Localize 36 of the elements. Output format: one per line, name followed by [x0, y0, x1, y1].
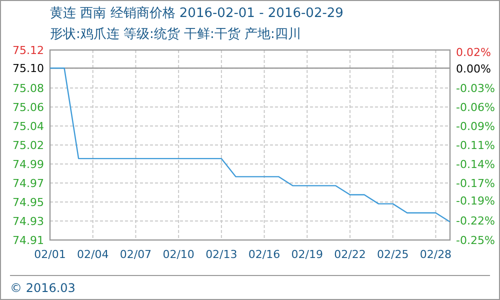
y-tick-label: 74.95 [12, 196, 44, 209]
x-tick-label: 02/28 [420, 248, 452, 261]
y2-tick-label: 0.02% [456, 46, 491, 60]
y-tick-label: 75.06 [12, 101, 44, 114]
y-tick-label: 75.02 [12, 139, 44, 152]
y-tick-label: 74.97 [12, 177, 44, 190]
y-tick-label: 74.99 [12, 158, 44, 171]
x-tick-label: 02/01 [34, 248, 66, 261]
y-tick-label: 74.91 [12, 234, 44, 247]
chart-title: 黄连 西南 经销商价格 2016-02-01 - 2016-02-29 [50, 6, 344, 21]
y-tick-label: 75.08 [12, 82, 44, 95]
y2-tick-label: -0.11% [456, 139, 495, 152]
y-tick-label: 75.12 [12, 44, 44, 57]
y2-tick-label: -0.14% [456, 158, 495, 171]
x-tick-label: 02/19 [291, 248, 323, 261]
chart-subtitle: 形状:鸡爪连 等级:统货 干鲜:干货 产地:四川 [50, 27, 301, 42]
x-tick-label: 02/04 [77, 248, 109, 261]
y2-tick-label: -0.03% [456, 82, 495, 95]
y-tick-label: 74.93 [12, 215, 44, 228]
text: © 2016.03 [10, 281, 76, 295]
y-tick-label: 75.10 [12, 62, 44, 76]
y2-tick-label: -0.25% [456, 234, 495, 247]
x-tick-label: 02/07 [120, 248, 152, 261]
y-tick-label: 75.04 [12, 120, 44, 133]
y2-tick-label: -0.19% [456, 194, 495, 208]
y2-tick-label: -0.09% [456, 120, 495, 133]
x-tick-label: 02/10 [162, 248, 194, 261]
y2-tick-label: -0.22% [456, 214, 495, 228]
y2-tick-label: 0.00% [456, 62, 491, 76]
x-tick-label: 02/22 [334, 248, 366, 261]
x-tick-label: 02/13 [206, 248, 238, 261]
x-tick-label: 02/16 [248, 248, 280, 261]
line-series [49, 68, 451, 222]
x-tick-label: 02/25 [377, 248, 409, 261]
y2-tick-label: -0.06% [456, 101, 495, 114]
y2-tick-label: -0.17% [456, 177, 495, 190]
